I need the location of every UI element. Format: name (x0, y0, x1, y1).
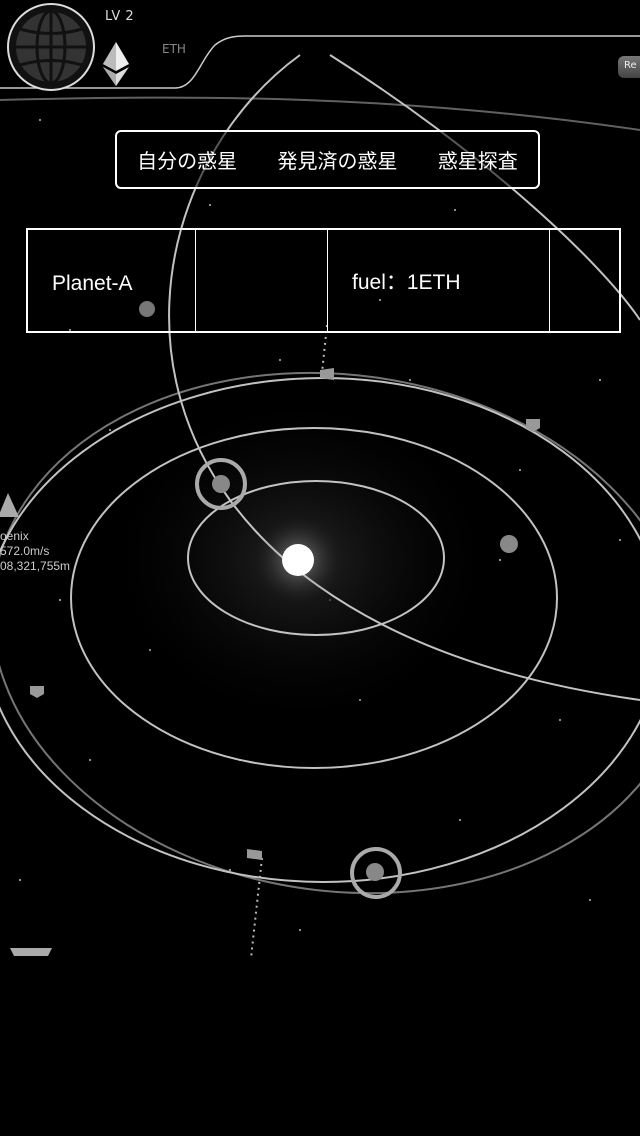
planet-info-table: Planet-A fuel：1ETH (26, 228, 621, 333)
top-hud: LV 2 ETH Re (0, 0, 640, 95)
scroll-down-icon[interactable] (10, 948, 52, 956)
ship-info: oenix 572.0m/s 08,321,755m (0, 529, 70, 574)
planet-top[interactable] (139, 301, 155, 317)
orbit-7 (0, 96, 640, 131)
globe-icon[interactable] (6, 2, 96, 92)
marker-icon[interactable] (30, 686, 44, 698)
ship-speed: 572.0m/s (0, 544, 50, 558)
fuel-cost: fuel：1ETH (352, 271, 461, 294)
empty-cell (550, 230, 621, 331)
trajectories (250, 324, 328, 959)
ship-distance: 08,321,755m (0, 559, 71, 573)
empty-cell (196, 230, 328, 331)
orbit-2 (70, 427, 558, 769)
sun-core (282, 544, 314, 576)
planet-tab-bar: 自分の惑星 発見済の惑星 惑星探査 (115, 130, 540, 189)
tab-planet-exploration[interactable]: 惑星探査 (437, 149, 518, 173)
level-label: LV 2 (105, 9, 135, 24)
corner-button[interactable]: Re (618, 56, 640, 78)
planet-selection-ring[interactable] (350, 847, 402, 899)
tab-my-planets[interactable]: 自分の惑星 (137, 149, 238, 173)
ship-icon[interactable] (0, 493, 19, 517)
planet-selection-ring[interactable] (195, 458, 247, 510)
tab-discovered-planets[interactable]: 発見済の惑星 (277, 149, 398, 173)
orbit-1 (187, 480, 445, 636)
orbit-4 (0, 371, 640, 895)
marker-icon[interactable] (247, 849, 262, 860)
marker-icon[interactable] (526, 419, 540, 432)
planet-name-cell[interactable]: Planet-A (28, 230, 196, 331)
planet-name: Planet-A (52, 272, 133, 295)
ethereum-icon (103, 42, 129, 86)
marker-icon[interactable] (320, 368, 334, 380)
ship-name: oenix (0, 529, 29, 543)
hud-frame (0, 35, 640, 89)
markers (0, 368, 540, 956)
planet-orange[interactable] (500, 535, 518, 553)
currency-label: ETH (162, 42, 186, 56)
fuel-cell: fuel：1ETH (328, 230, 550, 331)
